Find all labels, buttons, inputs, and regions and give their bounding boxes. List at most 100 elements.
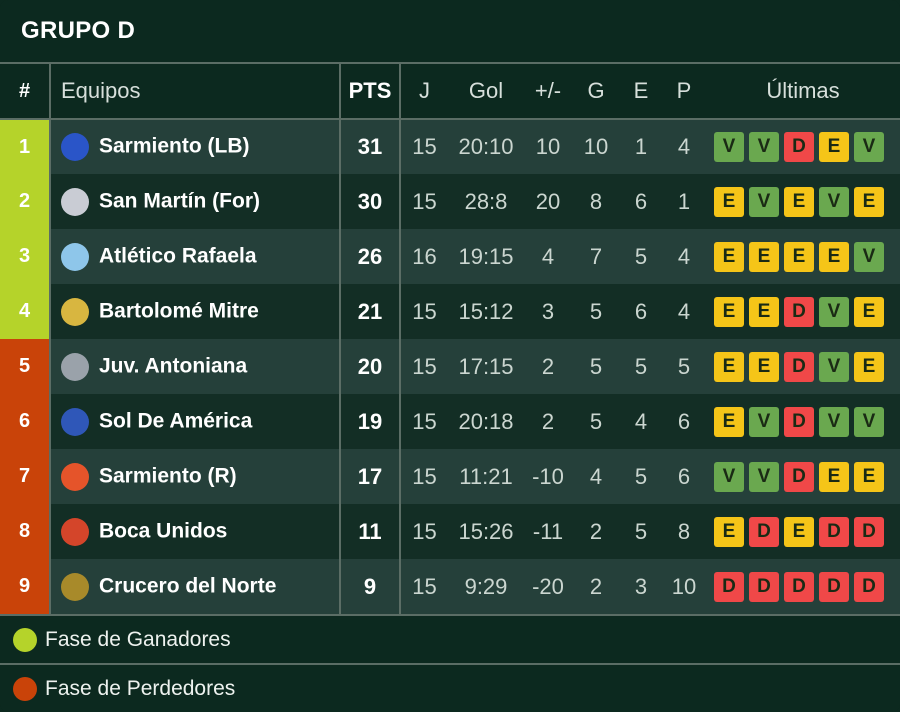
team-cell[interactable]: San Martín (For) [49, 174, 340, 229]
table-row[interactable]: 5 Juv. Antoniana 20 15 17:15 2 5 5 5 E E D V E [0, 339, 900, 394]
team-crest-icon [61, 407, 89, 436]
played: 15 [399, 394, 448, 449]
goals: 11:21 [448, 449, 524, 504]
goal-diff: 20 [524, 174, 572, 229]
wins: 10 [572, 119, 620, 174]
zone-dot-icon [13, 627, 37, 652]
played: 15 [399, 174, 448, 229]
draws: 6 [620, 284, 662, 339]
header-wins: G [572, 63, 620, 119]
losses: 8 [662, 504, 706, 559]
team-cell[interactable]: Crucero del Norte [49, 559, 340, 614]
result-badge: E [714, 351, 744, 382]
result-badge: D [784, 351, 814, 382]
position: 2 [0, 174, 50, 229]
team-name: Atlético Rafaela [99, 244, 257, 268]
losses: 4 [662, 229, 706, 284]
team-cell[interactable]: Sarmiento (LB) [49, 119, 340, 174]
result-badge: E [854, 296, 884, 327]
team-cell[interactable]: Bartolomé Mitre [49, 284, 340, 339]
team-cell[interactable]: Boca Unidos [49, 504, 340, 559]
header-played: J [399, 63, 448, 119]
goal-diff: -20 [524, 559, 572, 614]
result-badge: D [854, 516, 884, 547]
draws: 5 [620, 504, 662, 559]
result-badge: E [749, 296, 779, 327]
team-name: Sol De América [99, 409, 253, 433]
table-row[interactable]: 8 Boca Unidos 11 15 15:26 -11 2 5 8 E D E D D [0, 504, 900, 559]
header-last: Últimas [706, 63, 900, 119]
table-row[interactable]: 2 San Martín (For) 30 15 28:8 20 8 6 1 E V E V E [0, 174, 900, 229]
wins: 7 [572, 229, 620, 284]
result-badge: V [749, 186, 779, 217]
table-row[interactable]: 7 Sarmiento (R) 17 15 11:21 -10 4 5 6 V V D E E [0, 449, 900, 504]
table-row[interactable]: 4 Bartolomé Mitre 21 15 15:12 3 5 6 4 E E D V E [0, 284, 900, 339]
played: 15 [399, 339, 448, 394]
result-badge: V [819, 351, 849, 382]
team-cell[interactable]: Juv. Antoniana [49, 339, 340, 394]
goal-diff: -11 [524, 504, 572, 559]
draws: 3 [620, 559, 662, 614]
group-title: GRUPO D [21, 17, 136, 44]
team-cell[interactable]: Sol De América [49, 394, 340, 449]
points: 17 [339, 449, 400, 504]
goals: 15:26 [448, 504, 524, 559]
table-row[interactable]: 6 Sol De América 19 15 20:18 2 5 4 6 E V D V V [0, 394, 900, 449]
draws: 5 [620, 339, 662, 394]
team-cell[interactable]: Sarmiento (R) [49, 449, 340, 504]
legend-label: Fase de Ganadores [45, 627, 231, 651]
draws: 4 [620, 394, 662, 449]
goal-diff: 4 [524, 229, 572, 284]
result-badge: D [854, 571, 884, 602]
team-crest-icon [61, 572, 89, 601]
result-badge: D [784, 132, 814, 162]
losses: 10 [662, 559, 706, 614]
draws: 1 [620, 119, 662, 174]
result-badge: D [749, 571, 779, 602]
result-badge: E [784, 186, 814, 217]
result-badge: V [749, 406, 779, 437]
position: 5 [0, 339, 50, 394]
result-badge: V [749, 461, 779, 492]
result-badge: V [819, 406, 849, 437]
zone-dot-icon [13, 676, 37, 701]
result-badge: D [819, 516, 849, 547]
result-badge: E [784, 516, 814, 547]
team-name: San Martín (For) [99, 189, 260, 213]
result-badge: E [854, 461, 884, 492]
points: 31 [339, 119, 400, 174]
losses: 6 [662, 449, 706, 504]
result-badge: D [784, 406, 814, 437]
table-row[interactable]: 3 Atlético Rafaela 26 16 19:15 4 7 5 4 E E E E V [0, 229, 900, 284]
played: 16 [399, 229, 448, 284]
result-badge: D [749, 516, 779, 547]
result-badge: V [854, 132, 884, 162]
result-badge: V [819, 296, 849, 327]
table-row[interactable]: 1 Sarmiento (LB) 31 15 20:10 10 10 1 4 V V D E V [0, 119, 900, 174]
wins: 5 [572, 339, 620, 394]
team-cell[interactable]: Atlético Rafaela [49, 229, 340, 284]
table-row[interactable]: 9 Crucero del Norte 9 15 9:29 -20 2 3 10 D D D D D [0, 559, 900, 614]
wins: 8 [572, 174, 620, 229]
points: 20 [339, 339, 400, 394]
table-header: # Equipos PTS J Gol +/- G E P Últimas [0, 63, 900, 119]
result-badge: E [819, 241, 849, 272]
goal-diff: 2 [524, 339, 572, 394]
team-crest-icon [61, 517, 89, 546]
result-badge: E [714, 186, 744, 217]
points: 19 [339, 394, 400, 449]
goal-diff: -10 [524, 449, 572, 504]
result-badge: E [819, 461, 849, 492]
wins: 2 [572, 559, 620, 614]
standings-table: # Equipos PTS J Gol +/- G E P Últimas 1 S… [0, 62, 900, 614]
draws: 6 [620, 174, 662, 229]
result-badge: E [819, 132, 849, 162]
result-badge: D [784, 571, 814, 602]
header-team: Equipos [49, 63, 340, 119]
team-crest-icon [61, 462, 89, 491]
result-badge: D [784, 296, 814, 327]
